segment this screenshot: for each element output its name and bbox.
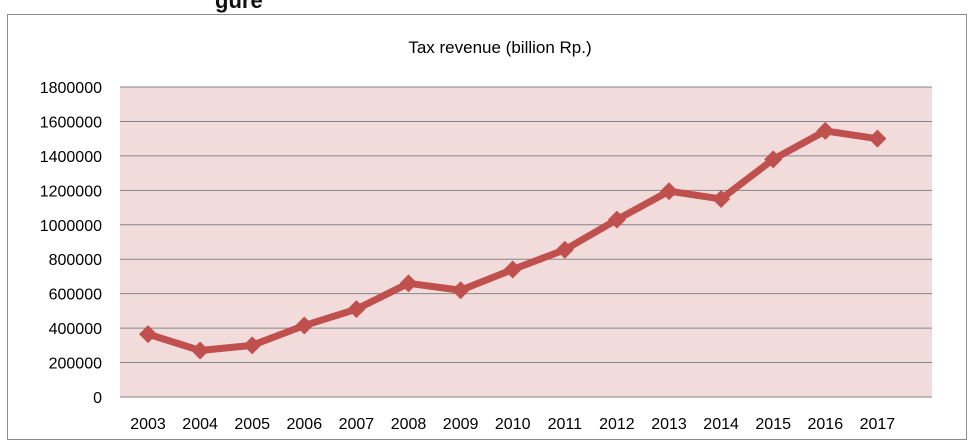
data-point bbox=[712, 189, 731, 208]
y-tick-label: 1800000 bbox=[40, 80, 102, 97]
x-tick-label: 2011 bbox=[548, 416, 583, 433]
y-tick-label: 0 bbox=[93, 390, 102, 407]
data-point bbox=[451, 281, 470, 300]
y-axis-labels: 0 200000 400000 600000 800000 1000000 1200000 1… bbox=[40, 80, 102, 407]
data-point bbox=[399, 274, 418, 293]
gridlines bbox=[120, 86, 932, 398]
data-point bbox=[660, 182, 678, 201]
y-tick-label: 800000 bbox=[49, 252, 102, 269]
data-point bbox=[295, 316, 314, 335]
x-tick-label: 2003 bbox=[130, 416, 166, 433]
x-tick-label: 2015 bbox=[755, 416, 791, 433]
page-heading-cut: gure bbox=[0, 0, 979, 14]
x-tick-label: 2007 bbox=[339, 416, 375, 433]
x-tick-label: 2008 bbox=[391, 416, 427, 433]
data-point bbox=[347, 300, 366, 319]
y-tick-label: 1200000 bbox=[40, 183, 102, 200]
x-tick-label: 2014 bbox=[703, 416, 739, 433]
y-tick-label: 1000000 bbox=[40, 218, 102, 235]
data-point bbox=[764, 150, 783, 169]
data-point bbox=[868, 129, 887, 148]
x-tick-label: 2013 bbox=[651, 416, 687, 433]
x-tick-label: 2004 bbox=[182, 416, 218, 433]
x-axis-labels: 2003 2004 2005 2006 2007 2008 2009 2010 2011 2012… bbox=[130, 416, 895, 433]
plot-area bbox=[120, 87, 932, 397]
y-tick-label: 200000 bbox=[49, 356, 102, 373]
data-point bbox=[503, 260, 522, 279]
chart-title: Tax revenue (billion Rp.) bbox=[408, 38, 591, 57]
data-point bbox=[555, 240, 574, 259]
data-point bbox=[139, 325, 157, 344]
x-tick-label: 2012 bbox=[599, 416, 635, 433]
data-point bbox=[607, 210, 626, 229]
y-tick-label: 600000 bbox=[49, 287, 102, 304]
series-tax-revenue bbox=[139, 121, 887, 360]
x-tick-label: 2005 bbox=[234, 416, 270, 433]
data-point bbox=[191, 341, 210, 360]
y-tick-label: 1600000 bbox=[40, 114, 102, 131]
y-tick-label: 400000 bbox=[49, 321, 102, 338]
x-tick-label: 2016 bbox=[808, 416, 844, 433]
data-point bbox=[243, 336, 262, 355]
page-heading-cut-text: gure bbox=[215, 0, 263, 13]
data-point bbox=[816, 121, 835, 140]
x-tick-label: 2010 bbox=[495, 416, 531, 433]
x-tick-label: 2006 bbox=[287, 416, 323, 433]
x-tick-label: 2017 bbox=[860, 416, 896, 433]
y-tick-label: 1400000 bbox=[40, 149, 102, 166]
x-tick-label: 2009 bbox=[443, 416, 479, 433]
